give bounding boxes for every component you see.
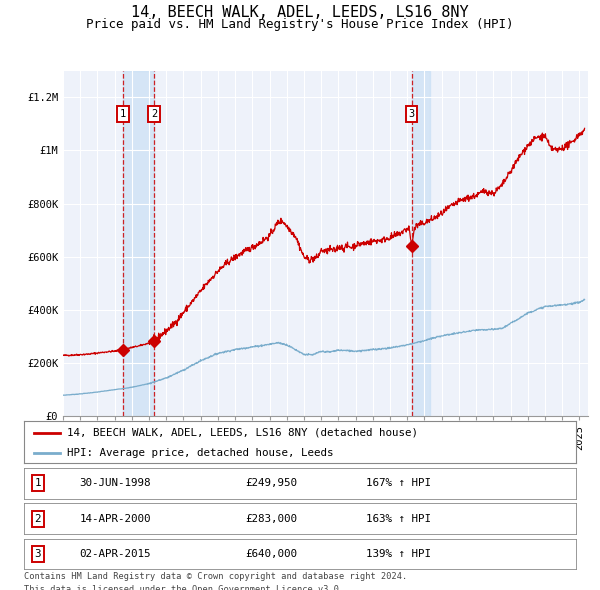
Text: £283,000: £283,000 [245, 514, 297, 523]
Text: 3: 3 [409, 109, 415, 119]
Text: Price paid vs. HM Land Registry's House Price Index (HPI): Price paid vs. HM Land Registry's House … [86, 18, 514, 31]
Text: 02-APR-2015: 02-APR-2015 [79, 549, 151, 559]
Text: 30-JUN-1998: 30-JUN-1998 [79, 478, 151, 488]
Text: 139% ↑ HPI: 139% ↑ HPI [366, 549, 431, 559]
Text: 1: 1 [35, 478, 41, 488]
Text: £249,950: £249,950 [245, 478, 297, 488]
Text: £640,000: £640,000 [245, 549, 297, 559]
Text: HPI: Average price, detached house, Leeds: HPI: Average price, detached house, Leed… [67, 448, 334, 457]
Text: 3: 3 [35, 549, 41, 559]
Text: Contains HM Land Registry data © Crown copyright and database right 2024.: Contains HM Land Registry data © Crown c… [24, 572, 407, 581]
Text: 14, BEECH WALK, ADEL, LEEDS, LS16 8NY (detached house): 14, BEECH WALK, ADEL, LEEDS, LS16 8NY (d… [67, 428, 418, 438]
Text: 14, BEECH WALK, ADEL, LEEDS, LS16 8NY: 14, BEECH WALK, ADEL, LEEDS, LS16 8NY [131, 5, 469, 19]
Text: 2: 2 [35, 514, 41, 523]
Text: This data is licensed under the Open Government Licence v3.0.: This data is licensed under the Open Gov… [24, 585, 344, 590]
Bar [412, 71, 430, 416]
Text: 1: 1 [120, 109, 127, 119]
Text: 167% ↑ HPI: 167% ↑ HPI [366, 478, 431, 488]
Bar [123, 71, 154, 416]
Text: 14-APR-2000: 14-APR-2000 [79, 514, 151, 523]
Text: 2: 2 [151, 109, 157, 119]
Text: 163% ↑ HPI: 163% ↑ HPI [366, 514, 431, 523]
